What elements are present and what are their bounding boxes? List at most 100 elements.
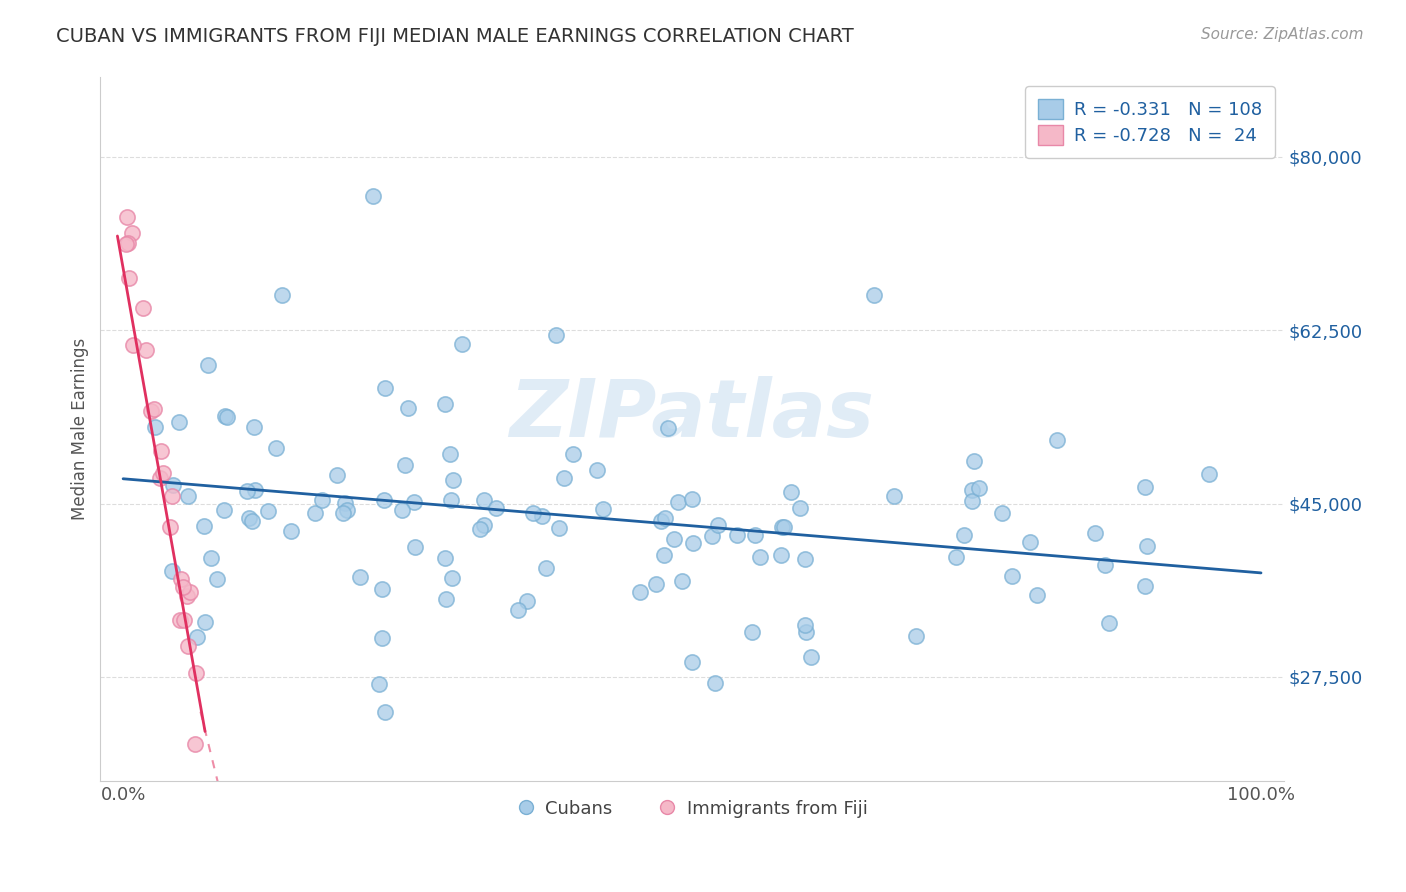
Point [236,484,259,499]
Point [991,506,1014,520]
Point [883,489,905,503]
Point [367,677,389,691]
Point [396,401,419,415]
Point [863,288,886,302]
Y-axis label: Median Male Earnings: Median Male Earnings [72,338,89,520]
Point [394,458,416,472]
Point [969,482,991,496]
Point [650,514,672,528]
Point [257,504,280,518]
Point [441,571,464,585]
Point [904,629,927,643]
Point [135,343,157,358]
Point [326,468,349,483]
Point [121,226,143,240]
Point [205,573,228,587]
Point [953,528,976,542]
Point [960,483,983,497]
Point [592,501,614,516]
Point [769,548,792,562]
Text: Source: ZipAtlas.com: Source: ZipAtlas.com [1201,27,1364,42]
Point [173,614,195,628]
Point [280,524,302,538]
Point [404,495,426,509]
Point [664,532,686,546]
Point [1018,535,1040,549]
Point [214,502,236,516]
Point [150,444,173,458]
Point [184,737,207,751]
Point [266,441,288,455]
Point [657,421,679,435]
Point [530,509,553,524]
Point [1001,568,1024,582]
Point [149,471,172,485]
Point [243,483,266,498]
Point [681,491,703,506]
Point [143,419,166,434]
Point [725,528,748,542]
Point [439,447,461,461]
Point [132,301,155,316]
Point [794,624,817,639]
Point [115,236,138,251]
Point [238,511,260,525]
Point [586,463,609,477]
Point [162,477,184,491]
Point [335,495,357,509]
Point [160,489,183,503]
Point [184,665,207,680]
Point [142,402,165,417]
Point [682,536,704,550]
Point [706,517,728,532]
Point [644,577,666,591]
Point [115,210,138,224]
Point [1097,616,1119,631]
Point [741,624,763,639]
Point [799,649,821,664]
Point [652,549,675,563]
Point [443,473,465,487]
Point [671,574,693,589]
Point [772,520,794,534]
Text: ZIPatlas: ZIPatlas [509,376,875,454]
Point [363,189,385,203]
Point [562,447,585,461]
Point [404,540,426,554]
Point [1084,525,1107,540]
Point [1135,579,1157,593]
Point [159,519,181,533]
Point [472,518,495,533]
Point [152,466,174,480]
Point [172,580,194,594]
Point [472,493,495,508]
Point [789,501,811,516]
Point [451,337,474,351]
Point [177,489,200,503]
Point [468,523,491,537]
Point [1198,467,1220,482]
Point [434,397,457,411]
Point [534,561,557,575]
Point [544,328,567,343]
Point [508,603,530,617]
Point [373,492,395,507]
Point [371,582,394,596]
Point [548,521,571,535]
Point [186,630,208,644]
Point [963,454,986,468]
Point [371,631,394,645]
Point [242,419,264,434]
Point [702,529,724,543]
Point [434,551,457,566]
Point [654,511,676,525]
Point [434,592,457,607]
Point [1046,433,1069,447]
Point [485,500,508,515]
Point [193,519,215,533]
Point [311,493,333,508]
Point [770,520,793,534]
Point [744,527,766,541]
Point [391,502,413,516]
Point [349,570,371,584]
